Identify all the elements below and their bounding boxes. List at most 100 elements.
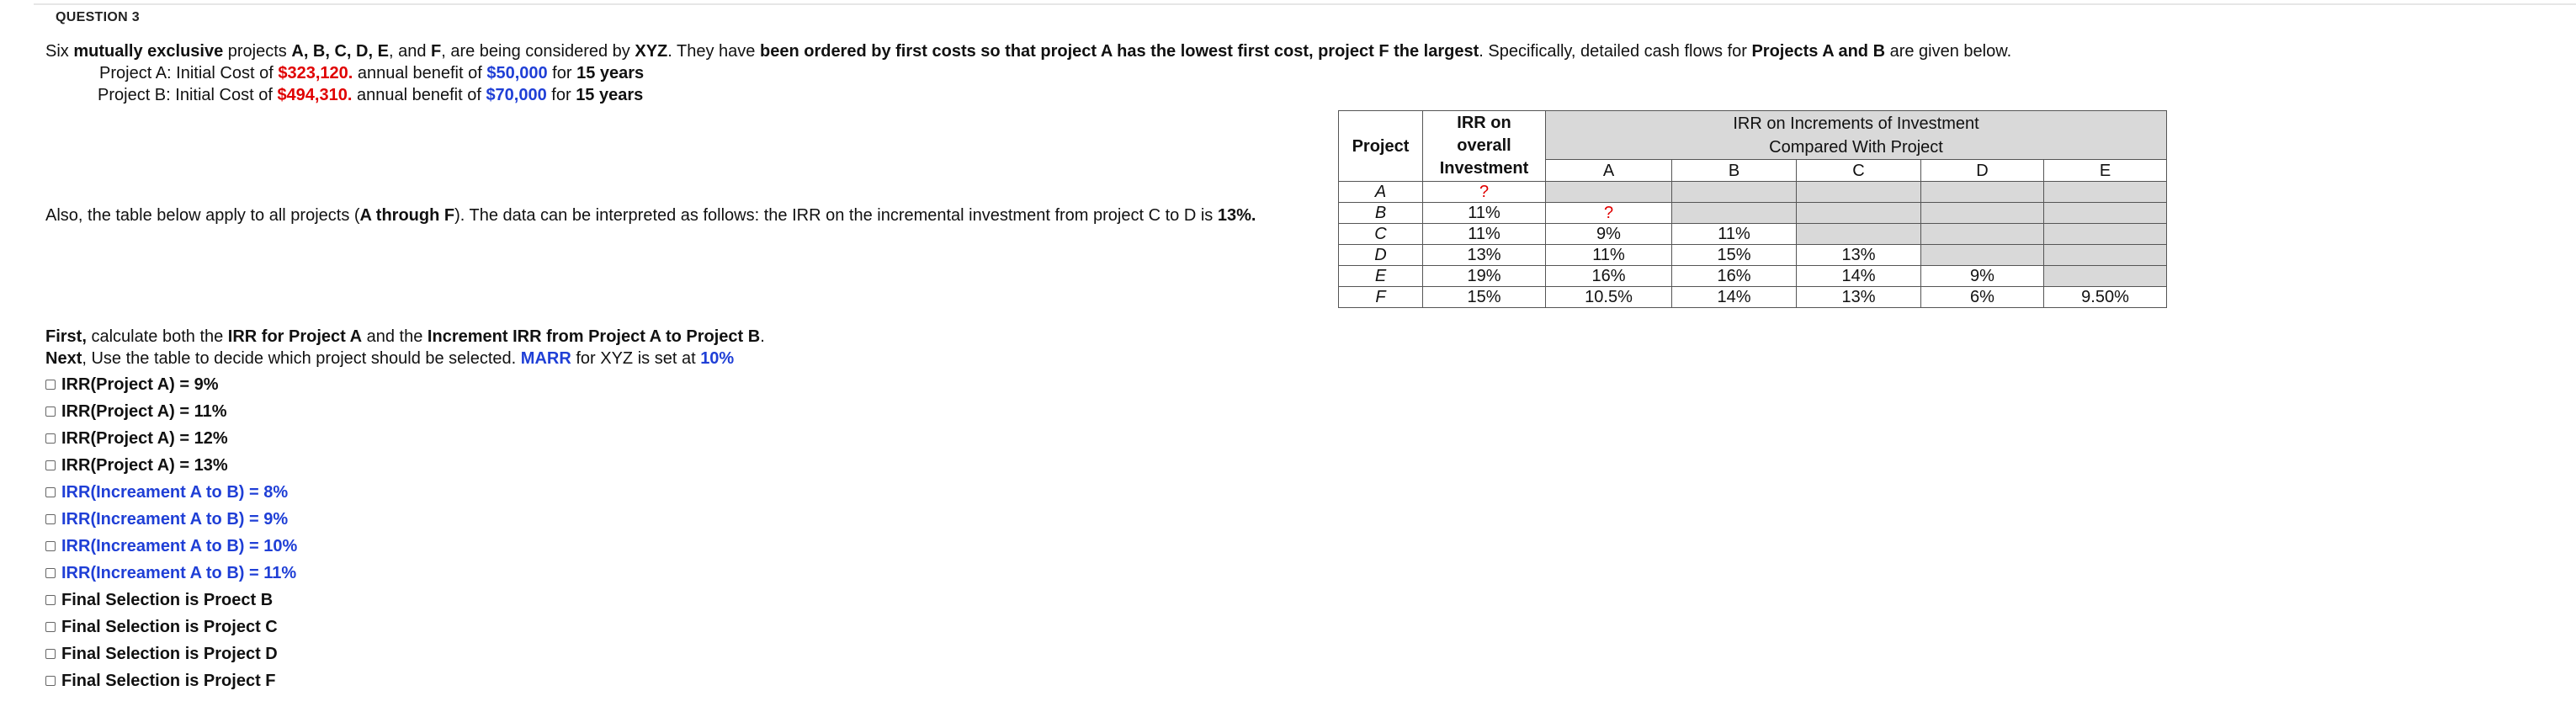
table-row: D 13% 11% 15% 13% [1338, 244, 2167, 266]
incr-cell: 9% [1545, 223, 1672, 245]
option-final-b[interactable]: Final Selection is Proect B [45, 587, 297, 614]
incr-cell: 16% [1671, 265, 1797, 287]
project-a-benefit: $50,000 [486, 64, 548, 82]
intro-text: . They have [667, 42, 760, 61]
intro-text: , and [388, 42, 431, 61]
overall-irr-cell: ? [1422, 181, 1546, 203]
checkbox[interactable] [45, 649, 56, 659]
intro-text: projects [223, 42, 292, 61]
option-final-d[interactable]: Final Selection is Project D [45, 640, 297, 667]
incr-cell [1920, 244, 2044, 266]
project-a-cost: $323,120. [278, 64, 353, 82]
also-text: A through F [359, 206, 455, 225]
incr-cell [1796, 202, 1921, 224]
incr-cell: 15% [1671, 244, 1797, 266]
incr-cell: 9.50% [2043, 286, 2167, 308]
checkbox[interactable] [45, 676, 56, 686]
intro-text: are given below. [1885, 42, 2012, 61]
intro-text: mutually exclusive [73, 42, 224, 61]
option-label: Final Selection is Proect B [61, 590, 274, 609]
option-label: IRR(Increament A to B) = 9% [61, 509, 289, 529]
overall-irr-cell: 13% [1422, 244, 1546, 266]
checkbox[interactable] [45, 514, 56, 524]
incr-cell [2043, 223, 2167, 245]
project-a-benefit-label: annual benefit of [353, 64, 487, 82]
checkbox[interactable] [45, 487, 56, 497]
project-a-years: 15 years [576, 64, 645, 82]
table-row: B 11% ? [1338, 202, 2167, 224]
intro-text: Projects A and B [1751, 42, 1886, 61]
row-project: F [1338, 286, 1423, 308]
checkbox[interactable] [45, 568, 56, 578]
option-irr-a-11[interactable]: IRR(Project A) = 11% [45, 398, 297, 425]
option-irr-incr-9[interactable]: IRR(Increament A to B) = 9% [45, 506, 297, 533]
table-row: F 15% 10.5% 14% 13% 6% 9.50% [1338, 286, 2167, 308]
first-text: First, [45, 327, 87, 346]
project-b-for: for [546, 86, 576, 104]
overall-irr-cell: 11% [1422, 223, 1546, 245]
checkbox[interactable] [45, 622, 56, 632]
checkbox[interactable] [45, 541, 56, 551]
first-text: and the [362, 327, 428, 346]
header-overall-line: overall [1457, 136, 1511, 155]
incr-cell: ? [1545, 202, 1672, 224]
project-b-years: 15 years [576, 86, 644, 104]
incr-cell: 13% [1796, 244, 1921, 266]
also-text: ). The data can be interpreted as follow… [454, 206, 1218, 225]
option-irr-a-13[interactable]: IRR(Project A) = 13% [45, 452, 297, 479]
option-final-f[interactable]: Final Selection is Project F [45, 667, 297, 694]
checkbox[interactable] [45, 595, 56, 605]
next-text: MARR [520, 349, 571, 368]
table-row: C 11% 9% 11% [1338, 223, 2167, 245]
also-paragraph: Also, the table below apply to all proje… [45, 205, 1256, 226]
option-irr-incr-10[interactable]: IRR(Increament A to B) = 10% [45, 533, 297, 560]
intro-text: F [431, 42, 442, 61]
checkbox[interactable] [45, 406, 56, 417]
option-final-c[interactable]: Final Selection is Project C [45, 614, 297, 640]
option-label: IRR(Project A) = 9% [61, 375, 219, 394]
col-header: B [1671, 159, 1797, 182]
project-b-benefit-label: annual benefit of [352, 86, 486, 104]
project-b-cost: $494,310. [277, 86, 353, 104]
project-a-cost-label: : Initial Cost of [167, 64, 279, 82]
incr-cell: 11% [1545, 244, 1672, 266]
header-incremental-line: IRR on Increments of Investment [1733, 114, 1979, 133]
header-incremental-irr: IRR on Increments of Investment Compared… [1545, 110, 2167, 160]
overall-irr-cell: 11% [1422, 202, 1546, 224]
option-irr-a-12[interactable]: IRR(Project A) = 12% [45, 425, 297, 452]
option-irr-incr-11[interactable]: IRR(Increament A to B) = 11% [45, 560, 297, 587]
table-row: E 19% 16% 16% 14% 9% [1338, 265, 2167, 287]
table-row: A ? [1338, 181, 2167, 203]
checkbox[interactable] [45, 380, 56, 390]
first-text: IRR for Project A [227, 327, 363, 346]
row-project: E [1338, 265, 1423, 287]
option-irr-incr-8[interactable]: IRR(Increament A to B) = 8% [45, 479, 297, 506]
header-project: Project [1338, 110, 1423, 182]
checkbox[interactable] [45, 433, 56, 444]
header-overall-irr: IRR on overall Investment [1422, 110, 1546, 182]
header-overall-line: Investment [1439, 159, 1529, 178]
option-label: IRR(Increament A to B) = 8% [61, 482, 289, 502]
intro-text: been ordered by first costs so that proj… [759, 42, 1479, 61]
intro-text: , are being considered by [441, 42, 635, 61]
incr-cell: 14% [1796, 265, 1921, 287]
col-header: E [2043, 159, 2167, 182]
option-irr-a-9[interactable]: IRR(Project A) = 9% [45, 371, 297, 398]
intro-text: . Specifically, detailed cash flows for [1479, 42, 1752, 61]
intro-paragraph: Six mutually exclusive projects A, B, C,… [45, 40, 2011, 62]
first-text: calculate both the [86, 327, 228, 346]
option-label: Final Selection is Project C [61, 617, 278, 636]
overall-irr-cell: 15% [1422, 286, 1546, 308]
incr-cell [1920, 223, 2044, 245]
irr-table: Project IRR on overall Investment IRR on… [1338, 110, 2167, 308]
answer-options: IRR(Project A) = 9% IRR(Project A) = 11%… [45, 371, 297, 694]
incr-cell [2043, 181, 2167, 203]
next-instruction: Next, Use the table to decide which proj… [45, 348, 734, 369]
option-label: IRR(Project A) = 13% [61, 455, 228, 475]
option-label: IRR(Project A) = 12% [61, 428, 228, 448]
intro-text: XYZ [635, 42, 668, 61]
top-divider [34, 3, 2576, 5]
row-project: B [1338, 202, 1423, 224]
row-project: D [1338, 244, 1423, 266]
checkbox[interactable] [45, 460, 56, 470]
